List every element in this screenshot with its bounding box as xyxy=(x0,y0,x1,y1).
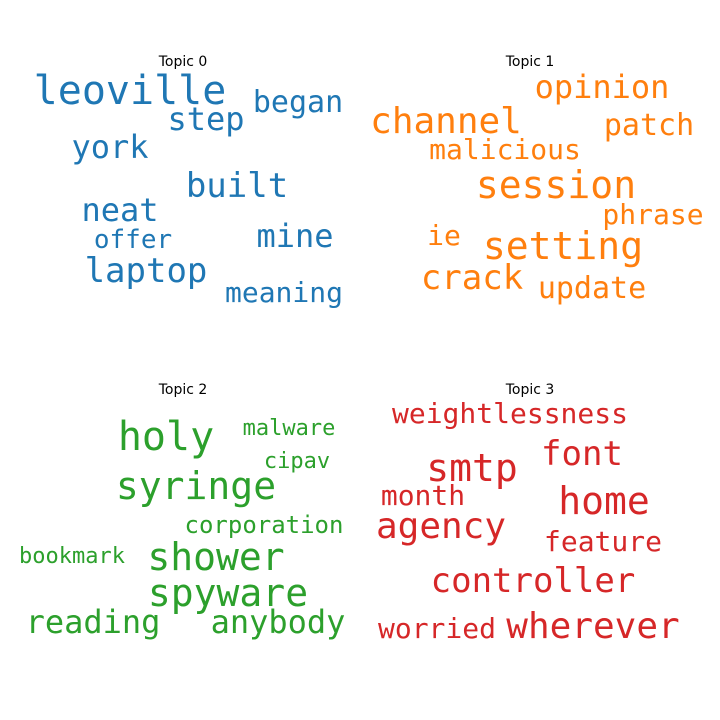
word-shower: shower xyxy=(147,535,284,579)
word-laptop: laptop xyxy=(85,251,208,291)
word-reading: reading xyxy=(26,603,161,641)
panel-topic-1: Topic 1 opinion channel patch malicioussess… xyxy=(370,54,703,306)
word-syringe: syringe xyxy=(116,464,276,508)
panel-topic-0: Topic 0 leoville began step york built neatof… xyxy=(34,54,343,309)
word-session: session xyxy=(476,163,636,207)
word-corporation: corporation xyxy=(185,511,344,539)
word-malware: malware xyxy=(243,416,336,441)
word-smtp: smtp xyxy=(426,446,518,490)
word-patch: patch xyxy=(604,108,694,143)
word-offer: offer xyxy=(94,225,172,255)
word-controller: controller xyxy=(431,561,636,601)
word-phrase: phrase xyxy=(602,198,703,231)
panel-title: Topic 3 xyxy=(505,382,555,398)
panel-topic-3: Topic 3 weightlessness smtp font month home a… xyxy=(376,382,680,647)
word-anybody: anybody xyxy=(211,603,346,641)
word-font: font xyxy=(541,434,623,474)
panel-title: Topic 1 xyxy=(505,54,555,70)
word-malicious: malicious xyxy=(429,133,581,166)
word-agency: agency xyxy=(376,506,506,547)
word-built: built xyxy=(186,166,288,206)
word-spyware: spyware xyxy=(148,571,308,615)
word-home: home xyxy=(558,479,650,523)
word-crack: crack xyxy=(421,258,523,298)
word-york: york xyxy=(71,128,148,166)
panel-title: Topic 2 xyxy=(158,382,208,398)
panel-title: Topic 0 xyxy=(158,54,208,70)
word-holy: holy xyxy=(118,414,214,460)
word-channel: channel xyxy=(370,101,522,142)
word-update: update xyxy=(538,271,646,306)
word-cipav: cipav xyxy=(264,449,330,474)
word-weightlessness: weightlessness xyxy=(392,397,628,430)
word-began: began xyxy=(253,85,343,120)
word-ie: ie xyxy=(427,219,461,252)
word-step: step xyxy=(167,100,244,138)
word-worried: worried xyxy=(378,612,496,645)
word-opinion: opinion xyxy=(535,68,670,106)
word-month: month xyxy=(381,479,465,512)
word-leoville: leoville xyxy=(34,68,227,114)
word-setting: setting xyxy=(483,224,643,268)
word-bookmark: bookmark xyxy=(19,544,125,569)
word-meaning: meaning xyxy=(225,276,343,309)
word-feature: feature xyxy=(544,525,662,558)
word-mine: mine xyxy=(256,217,333,255)
word-neat: neat xyxy=(81,191,158,229)
word-wherever: wherever xyxy=(506,606,679,647)
